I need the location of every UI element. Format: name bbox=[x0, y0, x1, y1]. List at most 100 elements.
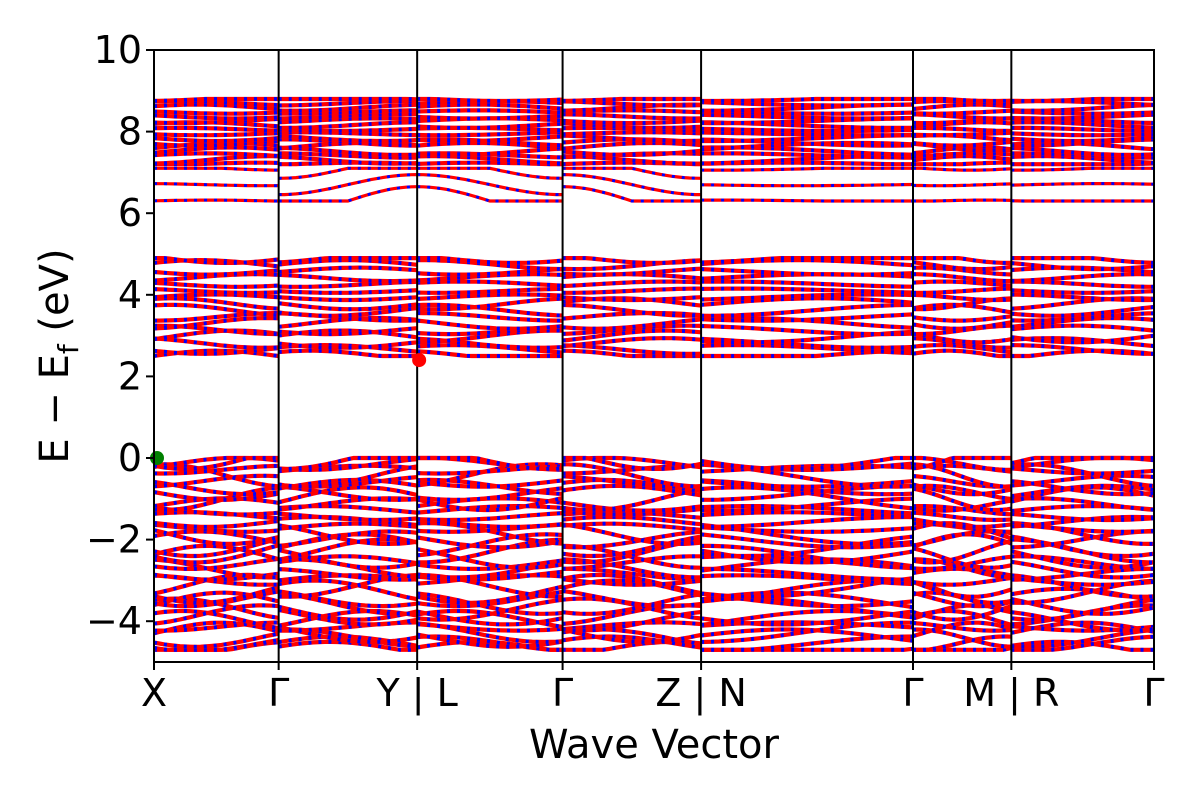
band-line-spin-up bbox=[700, 534, 914, 559]
band-line-spin-up bbox=[701, 323, 914, 337]
band-line-spin-down bbox=[1011, 305, 1154, 318]
band-line-spin-down bbox=[154, 556, 279, 571]
band-line-spin-down bbox=[562, 462, 702, 489]
band-line-spin-down bbox=[1011, 116, 1154, 125]
band-line-spin-down bbox=[417, 256, 563, 265]
band-line-spin-up bbox=[278, 112, 418, 121]
band-line-spin-down bbox=[1011, 496, 1154, 512]
band-line-spin-up bbox=[562, 348, 702, 359]
band-line-spin-down bbox=[278, 609, 418, 628]
x-tick-label: Γ bbox=[552, 671, 573, 715]
band-line-spin-up bbox=[562, 507, 702, 517]
band-line-spin-down bbox=[417, 102, 563, 111]
band-line-spin-down bbox=[154, 145, 279, 155]
band-line-spin-up bbox=[701, 96, 913, 104]
band-line-spin-down bbox=[1011, 151, 1154, 160]
band-line-spin-up bbox=[701, 198, 913, 203]
x-tick-label: M | R bbox=[963, 671, 1059, 716]
band-line-spin-down bbox=[913, 557, 1012, 580]
band-line-spin-up bbox=[278, 288, 418, 295]
band-line-spin-down bbox=[154, 336, 279, 350]
band-line-spin-down bbox=[416, 547, 563, 570]
band-line-spin-up bbox=[562, 336, 702, 349]
band-line-spin-up bbox=[562, 112, 702, 121]
y-tick-label: 0 bbox=[118, 436, 142, 480]
x-tick-label: Z | N bbox=[655, 671, 746, 716]
band-line-spin-up bbox=[278, 256, 418, 265]
band-line-spin-down bbox=[154, 287, 279, 295]
band-line-spin-up bbox=[562, 328, 702, 343]
band-line-spin-up bbox=[278, 511, 418, 523]
band-line-spin-down bbox=[1011, 182, 1154, 187]
band-line-spin-down bbox=[562, 456, 702, 471]
band-line-spin-up bbox=[562, 140, 702, 151]
band-line-spin-up bbox=[701, 126, 914, 134]
band-line-spin-down bbox=[1011, 333, 1154, 345]
x-tick-label: Γ bbox=[1143, 671, 1164, 715]
band-line-spin-down bbox=[1011, 296, 1154, 311]
band-line-spin-up bbox=[701, 286, 914, 295]
band-line-spin-down bbox=[417, 185, 563, 203]
band-line-spin-down bbox=[417, 336, 563, 350]
band-line-spin-up bbox=[913, 125, 1012, 134]
band-line-spin-up bbox=[701, 130, 914, 138]
band-line-spin-up bbox=[701, 496, 914, 513]
band-line-spin-down bbox=[417, 154, 563, 166]
band-line-spin-down bbox=[913, 272, 1012, 283]
band-line-spin-down bbox=[154, 292, 279, 300]
band-line-spin-down bbox=[912, 504, 1012, 517]
band-line-spin-down bbox=[154, 316, 279, 331]
band-line-spin-up bbox=[912, 539, 1012, 565]
band-line-spin-up bbox=[278, 145, 418, 157]
x-axis-label: Wave Vector bbox=[529, 722, 780, 768]
band-line-spin-down bbox=[1011, 256, 1154, 265]
band-line-spin-up bbox=[278, 340, 418, 350]
band-line-spin-up bbox=[278, 120, 418, 131]
band-line-spin-down bbox=[1011, 624, 1154, 633]
band-line-spin-down bbox=[1011, 323, 1154, 333]
band-line-spin-down bbox=[1011, 103, 1154, 113]
band-line-spin-down bbox=[912, 566, 1012, 578]
band-line-spin-down bbox=[417, 303, 563, 318]
band-line-spin-down bbox=[154, 573, 280, 596]
band-line-spin-down bbox=[278, 591, 418, 616]
band-line-spin-down bbox=[562, 589, 702, 608]
band-line-spin-down bbox=[1011, 512, 1154, 522]
band-line-spin-down bbox=[912, 510, 1012, 522]
band-line-spin-down bbox=[278, 589, 418, 608]
band-line-spin-down bbox=[912, 620, 1012, 638]
band-line-spin-down bbox=[154, 280, 279, 289]
band-line-spin-up bbox=[562, 572, 702, 596]
band-line-spin-down bbox=[417, 296, 563, 312]
band-line-spin-down bbox=[154, 473, 279, 489]
y-tick-label: 4 bbox=[118, 273, 142, 317]
band-line-spin-down bbox=[912, 486, 1012, 512]
band-line-spin-down bbox=[1011, 161, 1154, 167]
band-line-spin-down bbox=[913, 521, 1012, 534]
y-tick-label: 10 bbox=[94, 28, 142, 72]
band-line-spin-down bbox=[1011, 628, 1154, 649]
band-line-spin-down bbox=[417, 279, 563, 288]
band-line-spin-down bbox=[1011, 336, 1154, 348]
band-line-spin-up bbox=[278, 126, 418, 134]
band-line-spin-down bbox=[154, 166, 279, 172]
band-line-spin-up bbox=[562, 302, 702, 318]
y-tick-label: 2 bbox=[118, 354, 142, 398]
band-line-spin-down bbox=[912, 348, 1012, 358]
band-line-spin-up bbox=[700, 479, 914, 489]
band-line-spin-down bbox=[1011, 112, 1154, 121]
band-line-spin-down bbox=[912, 260, 1012, 271]
band-line-spin-down bbox=[1011, 272, 1154, 283]
band-line-spin-down bbox=[416, 478, 563, 489]
band-line-spin-down bbox=[912, 580, 1012, 599]
band-line-spin-up bbox=[278, 116, 418, 125]
x-axis: X Γ Y | L Γ Z | N Γ M | R Γ bbox=[141, 662, 1165, 716]
band-line-spin-down bbox=[416, 609, 563, 627]
band-line-spin-down bbox=[154, 528, 280, 546]
band-line-spin-down bbox=[417, 173, 563, 197]
band-line-spin-up bbox=[562, 121, 702, 131]
band-line-spin-down bbox=[912, 554, 1012, 571]
band-line-spin-up bbox=[562, 521, 702, 532]
band-line-spin-down bbox=[1011, 135, 1154, 143]
band-line-spin-down bbox=[912, 265, 1012, 277]
